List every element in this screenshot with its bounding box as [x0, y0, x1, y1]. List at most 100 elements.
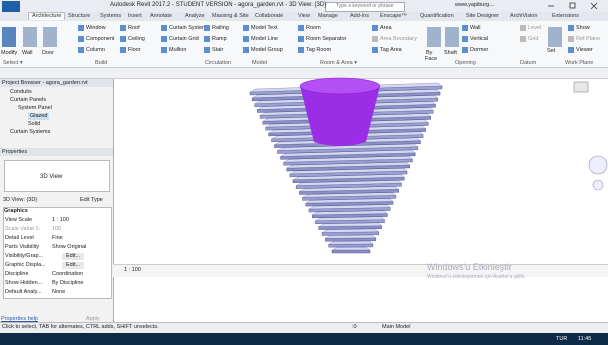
ribbon-icon: [243, 25, 249, 31]
ribbon-icon: [298, 47, 304, 53]
ribbon-button[interactable]: Room: [306, 25, 321, 31]
property-value[interactable]: 1 : 100: [52, 217, 69, 223]
ribbon-icon: [2, 27, 16, 47]
property-value[interactable]: None: [52, 289, 66, 295]
ribbon-panel-label: Build: [95, 60, 108, 66]
ribbon-tab[interactable]: Architecture: [28, 12, 66, 20]
ribbon-tab[interactable]: Manage: [318, 13, 338, 19]
ribbon-tab[interactable]: Insert: [128, 13, 142, 19]
browser-item[interactable]: Curtain Systems: [10, 129, 51, 135]
floor-slab: [328, 243, 374, 248]
ribbon-tab[interactable]: Analyze: [185, 13, 205, 19]
ribbon-button[interactable]: Show: [576, 25, 590, 31]
property-value[interactable]: Edit...: [62, 253, 85, 260]
ribbon-button[interactable]: Grid: [528, 36, 539, 42]
property-value[interactable]: By Discipline: [52, 280, 84, 286]
type-selector[interactable]: [4, 160, 110, 192]
property-value[interactable]: Fine: [52, 235, 63, 241]
ribbon-button[interactable]: Model Line: [251, 36, 278, 42]
ribbon-icon: [78, 47, 84, 53]
browser-item[interactable]: Curtain Panels: [10, 97, 47, 103]
ribbon-button[interactable]: Door: [42, 50, 54, 56]
ribbon-button[interactable]: Column: [86, 47, 105, 53]
core-body: [300, 86, 380, 146]
instance-selector[interactable]: 3D View: {3D}: [3, 197, 38, 203]
ribbon-button[interactable]: Room Separator: [306, 36, 347, 42]
ribbon-button[interactable]: Roof: [128, 25, 140, 31]
ribbon-icon: [298, 25, 304, 31]
apply-button[interactable]: Apply: [86, 316, 100, 322]
ribbon-button[interactable]: Shaft: [444, 50, 457, 56]
ribbon-tab[interactable]: Quantification: [420, 13, 454, 19]
ribbon-tab[interactable]: Collaborate: [255, 13, 284, 19]
ribbon-tab[interactable]: ArchiVision: [510, 13, 538, 19]
ribbon-button[interactable]: Tag Area: [380, 47, 402, 53]
ribbon-button[interactable]: Ceiling: [128, 36, 145, 42]
ribbon-button[interactable]: Modify: [1, 50, 18, 56]
ribbon-tab[interactable]: Extensions: [552, 13, 579, 19]
ribbon-button[interactable]: Viewer: [576, 47, 593, 53]
ribbon-tab[interactable]: Site Designer: [466, 13, 500, 19]
ribbon-tab[interactable]: View: [298, 13, 310, 19]
ribbon-tab[interactable]: Structure: [68, 13, 91, 19]
ribbon-button[interactable]: Model Text: [251, 25, 278, 31]
ribbon-icon: [243, 36, 249, 42]
ribbon-button[interactable]: Set: [547, 48, 556, 54]
browser-item[interactable]: Conduits: [10, 89, 32, 95]
user-name[interactable]: www.yapiburg...: [455, 2, 494, 8]
search-placeholder[interactable]: Type a keyword or phrase: [336, 3, 394, 9]
ribbon-panel-label: Opening: [455, 60, 476, 66]
ribbon: [0, 21, 608, 68]
ribbon-button[interactable]: Wall: [22, 50, 33, 56]
ribbon-icon: [520, 25, 526, 31]
ribbon-button[interactable]: By: [426, 50, 433, 56]
ribbon-button[interactable]: Stair: [212, 47, 224, 53]
ribbon-tab[interactable]: Systems: [100, 13, 122, 19]
ribbon-button[interactable]: Railing: [212, 25, 229, 31]
property-value[interactable]: 100: [52, 226, 62, 232]
property-name: Scale Value 1:: [5, 226, 41, 232]
ribbon-tab[interactable]: Annotate: [150, 13, 173, 19]
ribbon-button[interactable]: Area Boundary: [380, 36, 417, 42]
ribbon-tab[interactable]: Enscape™: [380, 13, 407, 19]
property-value[interactable]: Show Original: [52, 244, 87, 250]
view-scale[interactable]: 1 : 100: [124, 267, 141, 273]
ribbon-icon: [520, 36, 526, 42]
ribbon-button[interactable]: Wall: [470, 25, 481, 31]
browser-item[interactable]: System Panel: [18, 105, 52, 111]
ribbon-button[interactable]: Model Group: [251, 47, 283, 53]
activation-watermark-text: Windows'u etkinleştirmek için Ayarlar'a …: [427, 274, 526, 280]
ribbon-button[interactable]: Face: [425, 56, 438, 62]
edit-type-button[interactable]: Edit Type: [80, 197, 103, 203]
ribbon-button[interactable]: Mullion: [169, 47, 187, 53]
search-box[interactable]: [325, 2, 405, 12]
property-value[interactable]: Coordination: [52, 271, 84, 277]
ribbon-button[interactable]: Area: [380, 25, 392, 31]
ribbon-panel-label[interactable]: Select ▾: [3, 60, 23, 66]
ribbon-tab[interactable]: Add-Ins: [350, 13, 369, 19]
ribbon-button[interactable]: Tag Room: [306, 47, 332, 53]
ribbon-button[interactable]: Window: [86, 25, 106, 31]
properties-grid: [3, 207, 112, 299]
ribbon-panel-label[interactable]: Room & Area ▾: [320, 60, 357, 66]
ribbon-button[interactable]: Level: [528, 25, 542, 31]
property-value[interactable]: Edit...: [62, 262, 85, 269]
property-name: Visibility/Grap...: [5, 253, 44, 259]
ribbon-button[interactable]: Ramp: [212, 36, 227, 42]
view-cube[interactable]: [573, 81, 589, 93]
ribbon-button[interactable]: Component: [86, 36, 115, 42]
properties-help-link[interactable]: Properties help: [1, 316, 38, 322]
ribbon-button[interactable]: Curtain Grid: [169, 36, 199, 42]
ribbon-button[interactable]: Curtain System: [169, 25, 207, 31]
ribbon-tab[interactable]: Massing & Site: [212, 13, 249, 19]
navigation-wheel[interactable]: [588, 155, 608, 191]
quick-access-toolbar: [0, 68, 608, 79]
title-bar: [0, 0, 608, 12]
ribbon-button[interactable]: Floor: [128, 47, 141, 53]
ribbon-button[interactable]: Vertical: [470, 36, 489, 42]
browser-item[interactable]: Solid: [28, 121, 41, 127]
ribbon-button[interactable]: Dormer: [470, 47, 489, 53]
browser-item[interactable]: Glazed: [28, 113, 50, 120]
ribbon-button[interactable]: Ref Plane: [576, 36, 601, 42]
active-model[interactable]: Main Model: [382, 324, 411, 330]
